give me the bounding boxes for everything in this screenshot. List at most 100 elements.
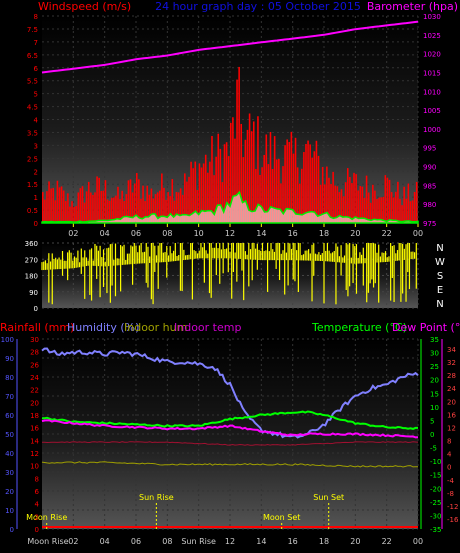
gust-bar xyxy=(351,183,353,223)
temperature-tick-label: -15 xyxy=(430,472,441,480)
gust-bar xyxy=(382,196,385,223)
windspeed-ticks: 0 0.5 1 1.5 2 2.5 3 3.5 4 4.5 5 5.5 6 6.5 7 7.5 8 xyxy=(27,13,39,228)
temperature-tick-label: -25 xyxy=(430,499,441,507)
gust-bar xyxy=(238,66,240,223)
rainfall-tick-label: 18 xyxy=(30,412,39,420)
gust-bar xyxy=(115,195,117,223)
gust-bar xyxy=(75,205,77,223)
gust-bar xyxy=(336,186,339,223)
temperature-tick-label: -5 xyxy=(430,445,437,453)
compass-letter: N xyxy=(436,243,443,254)
gust-bar xyxy=(104,180,107,223)
gust-bar xyxy=(311,157,314,223)
gust-bar xyxy=(202,163,205,223)
barometer-axis-label: Barometer (hpa) xyxy=(367,0,458,13)
gust-bar xyxy=(227,156,230,223)
gust-bar xyxy=(73,206,75,223)
temperature-axis-label: Temperature (°C) xyxy=(311,321,407,334)
gust-bar xyxy=(81,186,84,223)
gust-bar xyxy=(211,136,213,223)
windspeed-tick-label: 4 xyxy=(34,117,39,125)
gust-bar xyxy=(326,166,328,223)
gust-bar xyxy=(265,134,268,223)
barometer-tick-label: 1030 xyxy=(423,13,441,21)
gust-bar xyxy=(181,194,184,223)
hour-tick-label: 06 xyxy=(131,229,141,238)
gust-bar xyxy=(232,117,234,223)
gust-bar xyxy=(169,196,171,223)
gust-bar xyxy=(83,202,86,223)
gust-bar xyxy=(372,184,374,223)
gust-bar xyxy=(349,177,351,223)
event-label: Sun Set xyxy=(313,493,344,502)
gust-bar xyxy=(365,175,368,223)
gust-bar xyxy=(142,185,144,223)
gust-bar xyxy=(403,186,405,223)
windspeed-tick-label: 3.5 xyxy=(27,129,38,137)
gust-bar xyxy=(110,197,113,223)
gust-bar xyxy=(330,184,332,223)
gust-bar xyxy=(90,192,92,223)
gust-bar xyxy=(378,197,380,223)
hour-tick-label: 02 xyxy=(68,229,78,238)
gust-bar xyxy=(69,206,71,223)
gust-bar xyxy=(407,183,410,223)
gust-bar xyxy=(156,192,159,223)
gust-bar xyxy=(261,167,263,223)
windspeed-tick-label: 6.5 xyxy=(27,52,38,60)
gust-bar xyxy=(54,200,57,223)
gust-bar xyxy=(58,187,61,223)
barometer-ticks: 975 980 985 990 995 1000 1005 1010 1015 1020 1025 1… xyxy=(423,13,441,228)
windspeed-tick-label: 2.5 xyxy=(27,155,38,163)
dewpoint-tick-label: -8 xyxy=(447,490,454,498)
gust-bar xyxy=(353,172,355,223)
gust-bar xyxy=(217,133,220,223)
gust-bar xyxy=(144,201,146,223)
gust-bar xyxy=(129,179,132,223)
gust-bar xyxy=(207,172,209,223)
temperature-tick-label: 5 xyxy=(430,417,434,425)
degree-tick-label: 0 xyxy=(34,305,38,313)
windspeed-tick-label: 8 xyxy=(34,13,38,21)
gust-bar xyxy=(321,166,324,223)
gust-bar xyxy=(204,154,207,223)
hour-tick-label: 00 xyxy=(413,537,423,546)
gust-bar xyxy=(374,190,376,223)
rainfall-tick-label: 2 xyxy=(35,513,39,521)
gust-bar xyxy=(248,113,251,223)
rainfall-tick-label: 28 xyxy=(30,349,39,357)
gust-bar xyxy=(113,197,115,223)
compass-letter: E xyxy=(437,285,443,296)
gust-bar xyxy=(305,143,307,223)
gust-bar xyxy=(165,199,167,223)
gust-bar xyxy=(332,171,334,223)
gust-bar xyxy=(102,190,105,223)
average-area xyxy=(41,190,419,224)
gust-bar xyxy=(77,192,80,223)
humidity-tick-label: 50 xyxy=(5,431,14,439)
gust-bar xyxy=(138,179,140,223)
gust-bar xyxy=(290,131,293,223)
chart-title: 24 hour graph day : 05 October 2015 xyxy=(155,0,361,13)
gust-bar xyxy=(173,200,176,223)
dewpoint-tick-label: 32 xyxy=(447,359,456,367)
gust-bar xyxy=(303,152,305,223)
indoor-hum-label: Indoor hum xyxy=(124,321,187,334)
gust-bar xyxy=(405,198,408,223)
dewpoint-tick-label: 28 xyxy=(447,372,456,380)
gust-bar xyxy=(92,194,94,223)
gust-bar xyxy=(338,192,341,223)
gust-bar xyxy=(271,169,274,223)
hour-tick-label: 08 xyxy=(162,229,172,238)
gust-bar xyxy=(397,181,399,223)
gust-bar xyxy=(64,201,67,223)
gust-bar xyxy=(79,188,82,223)
gust-bar xyxy=(278,158,280,223)
rainfall-tick-label: 14 xyxy=(30,437,39,445)
gust-bar xyxy=(158,190,161,223)
indoor-temp-label: Indoor temp xyxy=(174,321,241,334)
temperature-tick-label: 20 xyxy=(430,377,439,385)
gust-bar xyxy=(100,190,103,223)
barometer-tick-label: 975 xyxy=(423,220,436,228)
